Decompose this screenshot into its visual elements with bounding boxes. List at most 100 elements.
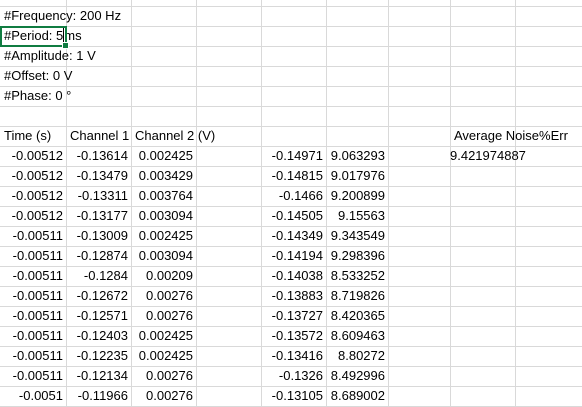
cell-time[interactable]: -0.00511 bbox=[12, 228, 63, 243]
cell-time[interactable]: -0.00511 bbox=[12, 268, 63, 283]
metadata-line[interactable]: #Phase: 0 ° bbox=[4, 88, 72, 103]
cell-channel-2[interactable]: 0.003094 bbox=[138, 248, 193, 263]
row-gridline bbox=[0, 246, 582, 247]
row-gridline bbox=[0, 46, 582, 47]
cell-time[interactable]: -0.00512 bbox=[11, 168, 63, 183]
cell-time[interactable]: -0.00512 bbox=[11, 208, 63, 223]
cell-noise-percent[interactable]: 9.200899 bbox=[330, 188, 385, 203]
cell-noise-value[interactable]: -0.14815 bbox=[271, 168, 323, 183]
cell-channel-1[interactable]: -0.12874 bbox=[76, 248, 128, 263]
row-gridline bbox=[0, 186, 582, 187]
cell-noise-value[interactable]: -0.13416 bbox=[271, 348, 323, 363]
cell-average-value[interactable]: 9.421974887 bbox=[450, 148, 526, 163]
metadata-line[interactable]: #Frequency: 200 Hz bbox=[4, 8, 122, 23]
cell-noise-value[interactable]: -0.13727 bbox=[271, 308, 323, 323]
column-gridline bbox=[261, 0, 262, 406]
cell-noise-value[interactable]: -0.14505 bbox=[271, 208, 323, 223]
header-average-noise[interactable]: Average Noise%Err bbox=[454, 128, 568, 143]
cell-time[interactable]: -0.00511 bbox=[12, 368, 63, 383]
cell-channel-2[interactable]: 0.002425 bbox=[138, 228, 193, 243]
row-gridline bbox=[0, 126, 582, 127]
cell-noise-percent[interactable]: 8.719826 bbox=[330, 288, 385, 303]
column-gridline bbox=[515, 0, 516, 406]
cell-noise-value[interactable]: -0.13105 bbox=[271, 388, 323, 403]
cell-noise-percent[interactable]: 9.063293 bbox=[330, 148, 385, 163]
row-gridline bbox=[0, 66, 582, 67]
header-channel-2[interactable]: Channel 2 (V) bbox=[135, 128, 216, 143]
row-gridline bbox=[0, 266, 582, 267]
cell-time[interactable]: -0.00511 bbox=[12, 248, 63, 263]
row-gridline bbox=[0, 326, 582, 327]
cell-noise-value[interactable]: -0.13883 bbox=[271, 288, 323, 303]
cell-channel-1[interactable]: -0.13177 bbox=[76, 208, 128, 223]
row-gridline bbox=[0, 6, 582, 7]
cell-noise-value[interactable]: -0.14194 bbox=[271, 248, 323, 263]
metadata-line[interactable]: #Offset: 0 V bbox=[4, 68, 73, 83]
row-gridline bbox=[0, 206, 582, 207]
cell-channel-1[interactable]: -0.11966 bbox=[77, 388, 128, 403]
cell-time[interactable]: -0.00512 bbox=[11, 148, 63, 163]
cell-noise-percent[interactable]: 9.343549 bbox=[330, 228, 385, 243]
cell-noise-value[interactable]: -0.13572 bbox=[271, 328, 323, 343]
cell-channel-1[interactable]: -0.13479 bbox=[76, 168, 128, 183]
cell-noise-value[interactable]: -0.14349 bbox=[271, 228, 323, 243]
fill-handle[interactable] bbox=[62, 42, 69, 49]
cell-time[interactable]: -0.00511 bbox=[12, 308, 63, 323]
cell-channel-2[interactable]: 0.002425 bbox=[138, 348, 193, 363]
cell-channel-2[interactable]: 0.003094 bbox=[138, 208, 193, 223]
cell-noise-percent[interactable]: 8.420365 bbox=[330, 308, 385, 323]
row-gridline bbox=[0, 346, 582, 347]
metadata-line[interactable]: #Amplitude: 1 V bbox=[4, 48, 96, 63]
cell-noise-value[interactable]: -0.14038 bbox=[271, 268, 323, 283]
cell-channel-2[interactable]: 0.003764 bbox=[138, 188, 193, 203]
cell-noise-percent[interactable]: 8.609463 bbox=[330, 328, 385, 343]
cell-channel-1[interactable]: -0.12235 bbox=[76, 348, 128, 363]
cell-channel-1[interactable]: -0.12403 bbox=[76, 328, 128, 343]
cell-time[interactable]: -0.00512 bbox=[11, 188, 63, 203]
cell-noise-percent[interactable]: 9.017976 bbox=[330, 168, 385, 183]
cell-time[interactable]: -0.00511 bbox=[12, 288, 63, 303]
cell-noise-percent[interactable]: 9.298396 bbox=[330, 248, 385, 263]
cell-channel-1[interactable]: -0.13009 bbox=[76, 228, 128, 243]
cell-noise-value[interactable]: -0.14971 bbox=[271, 148, 323, 163]
cell-channel-1[interactable]: -0.13614 bbox=[76, 148, 128, 163]
cell-channel-2[interactable]: 0.002425 bbox=[138, 328, 193, 343]
cell-channel-2[interactable]: 0.00276 bbox=[146, 308, 193, 323]
cell-channel-2[interactable]: 0.002425 bbox=[138, 148, 193, 163]
row-gridline bbox=[0, 386, 582, 387]
cell-channel-1[interactable]: -0.12672 bbox=[76, 288, 128, 303]
cell-noise-percent[interactable]: 8.492996 bbox=[330, 368, 385, 383]
header-time[interactable]: Time (s) bbox=[4, 128, 52, 143]
cell-noise-percent[interactable]: 8.533252 bbox=[330, 268, 385, 283]
metadata-line-period[interactable]: #Period: 5ms bbox=[0, 26, 131, 46]
column-gridline bbox=[388, 0, 389, 406]
header-channel-1[interactable]: Channel 1 bbox=[70, 128, 130, 143]
active-cell-outline bbox=[0, 26, 69, 49]
cell-noise-value[interactable]: -0.1466 bbox=[278, 188, 323, 203]
cell-noise-percent[interactable]: 8.689002 bbox=[330, 388, 385, 403]
cell-noise-percent[interactable]: 8.80272 bbox=[338, 348, 385, 363]
cell-channel-1[interactable]: -0.1284 bbox=[83, 268, 128, 283]
row-gridline bbox=[0, 226, 582, 227]
cell-channel-1[interactable]: -0.12134 bbox=[76, 368, 128, 383]
period-text: #Period: 5 bbox=[4, 28, 64, 43]
cell-channel-2[interactable]: 0.00276 bbox=[146, 388, 193, 403]
cell-noise-value[interactable]: -0.1326 bbox=[278, 368, 323, 383]
cell-time[interactable]: -0.00511 bbox=[12, 328, 63, 343]
cell-time[interactable]: -0.00511 bbox=[12, 348, 63, 363]
cell-channel-2[interactable]: 0.00209 bbox=[146, 268, 193, 283]
row-gridline bbox=[0, 366, 582, 367]
row-gridline bbox=[0, 306, 582, 307]
row-gridline bbox=[0, 166, 582, 167]
cell-channel-1[interactable]: -0.13311 bbox=[77, 188, 128, 203]
cell-channel-2[interactable]: 0.00276 bbox=[146, 368, 193, 383]
period-unit: ms bbox=[64, 28, 82, 43]
cell-noise-percent[interactable]: 9.15563 bbox=[338, 208, 385, 223]
cell-channel-1[interactable]: -0.12571 bbox=[76, 308, 128, 323]
cell-channel-2[interactable]: 0.003429 bbox=[138, 168, 193, 183]
cell-time[interactable]: -0.0051 bbox=[18, 388, 63, 403]
cell-channel-2[interactable]: 0.00276 bbox=[146, 288, 193, 303]
row-gridline bbox=[0, 86, 582, 87]
text-cursor bbox=[63, 28, 65, 42]
